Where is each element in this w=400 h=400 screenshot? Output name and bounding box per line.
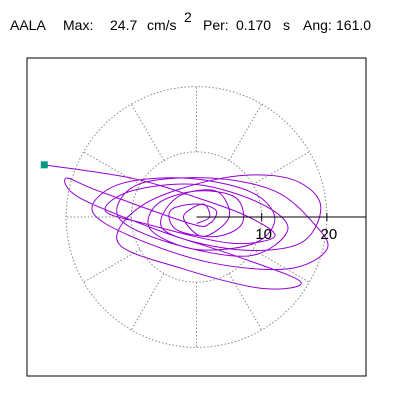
max-label: Max:: [63, 17, 93, 33]
spoke: [252, 151, 310, 185]
max-value: 24.7: [110, 17, 137, 33]
spoke: [228, 103, 263, 161]
motion-trace: [44, 164, 329, 290]
period-label: Per:: [203, 17, 229, 33]
spoke: [83, 249, 141, 283]
spoke: [130, 273, 165, 331]
spoke: [252, 249, 310, 283]
start-marker: [40, 161, 48, 169]
spoke: [228, 273, 263, 331]
station: AALA: [10, 17, 46, 33]
spoke: [83, 151, 141, 185]
tick-label: 20: [321, 226, 338, 243]
max-unit: cm/s: [147, 17, 177, 33]
spoke: [130, 103, 165, 161]
period-value: 0.170: [236, 17, 271, 33]
max-unit-sup: 2: [184, 9, 192, 25]
period-unit: s: [283, 17, 290, 33]
tick-label: 10: [255, 226, 272, 243]
angle-label: Ang:: [303, 17, 332, 33]
angle-value: 161.0: [336, 17, 371, 33]
